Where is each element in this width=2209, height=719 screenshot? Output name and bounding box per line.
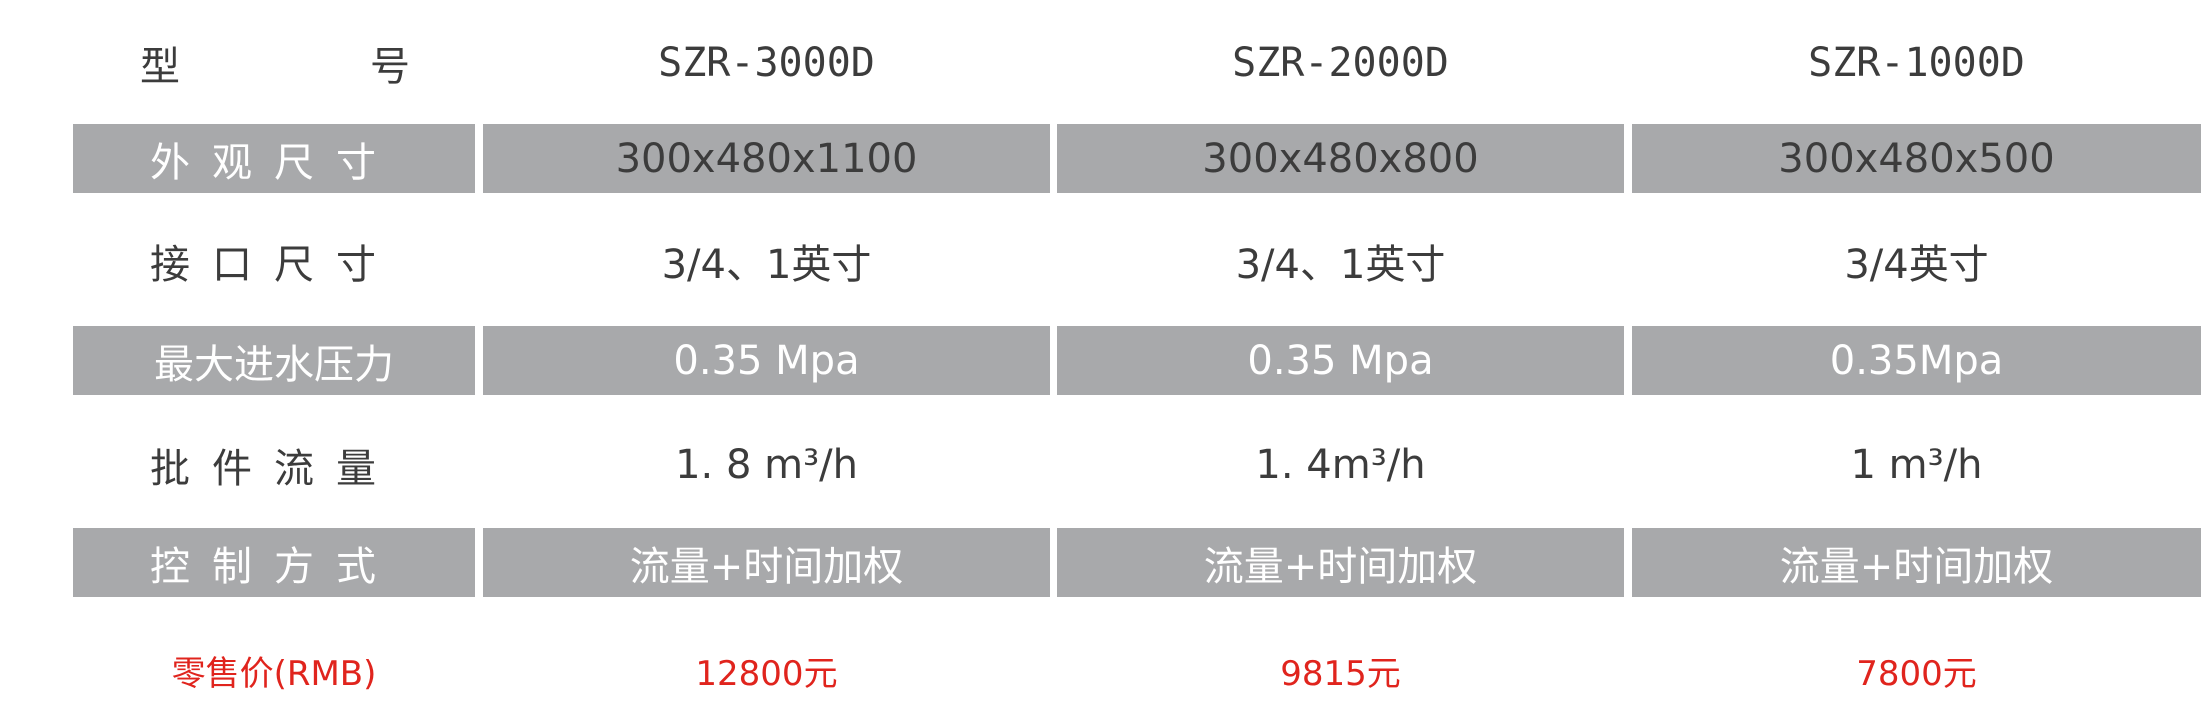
row-label: 最大进水压力 xyxy=(73,326,475,395)
row-value: 1 m³/h xyxy=(1850,441,1983,488)
row-value: 0.35Mpa xyxy=(1632,326,2201,395)
row-label: 外观尺寸 xyxy=(73,124,475,193)
header-label-left: 型 xyxy=(140,44,180,90)
row-connection-size: 接口尺寸 3/4、1英寸 3/4、1英寸 3/4英寸 xyxy=(0,226,2209,295)
price-value: 12800元 xyxy=(695,653,838,694)
row-dimensions: 外观尺寸 300x480x1100 300x480x800 300x480x50… xyxy=(0,124,2209,193)
row-value: 300x480x1100 xyxy=(483,124,1050,193)
row-value: 3/4、1英寸 xyxy=(661,241,872,288)
row-value: 1. 8 m³/h xyxy=(675,441,858,488)
row-value: 300x480x800 xyxy=(1057,124,1624,193)
row-value: 300x480x500 xyxy=(1632,124,2201,193)
header-label-right: 号 xyxy=(370,44,410,90)
model-2: SZR-2000D xyxy=(1232,40,1449,86)
row-value: 3/4、1英寸 xyxy=(1235,241,1446,288)
row-value: 流量+时间加权 xyxy=(1057,528,1624,597)
row-value: 1. 4m³/h xyxy=(1255,441,1426,488)
row-flow-rate: 批件流量 1. 8 m³/h 1. 4m³/h 1 m³/h xyxy=(0,430,2209,499)
row-value: 流量+时间加权 xyxy=(483,528,1050,597)
row-value: 0.35 Mpa xyxy=(483,326,1050,395)
header-row: 型 号 SZR-3000D SZR-2000D SZR-1000D xyxy=(0,33,2209,93)
row-label: 接口尺寸 xyxy=(150,241,398,288)
price-label: 零售价(RMB) xyxy=(171,653,377,694)
row-label: 控制方式 xyxy=(73,528,475,597)
row-control-mode: 控制方式 流量+时间加权 流量+时间加权 流量+时间加权 xyxy=(0,528,2209,597)
row-label: 批件流量 xyxy=(150,445,398,492)
row-value: 流量+时间加权 xyxy=(1632,528,2201,597)
model-3: SZR-1000D xyxy=(1808,40,2025,86)
price-value: 9815元 xyxy=(1280,653,1401,694)
row-value: 0.35 Mpa xyxy=(1057,326,1624,395)
row-max-pressure: 最大进水压力 0.35 Mpa 0.35 Mpa 0.35Mpa xyxy=(0,326,2209,395)
model-1: SZR-3000D xyxy=(658,40,875,86)
price-value: 7800元 xyxy=(1856,653,1977,694)
row-retail-price: 零售价(RMB) 12800元 9815元 7800元 xyxy=(0,640,2209,700)
row-value: 3/4英寸 xyxy=(1844,241,1989,288)
